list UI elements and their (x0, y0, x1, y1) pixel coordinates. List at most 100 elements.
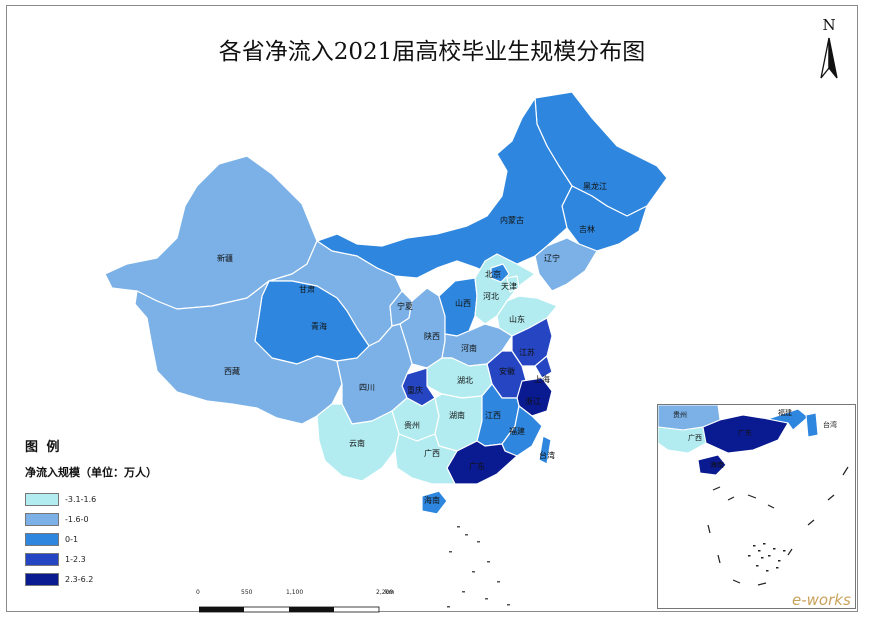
island-mark (462, 591, 465, 593)
scale-tick-labels: 0 550 1,100 2,200 km (196, 589, 399, 599)
island-mark (758, 550, 761, 552)
province-label: 江苏 (519, 347, 535, 357)
province-label: 湖南 (449, 410, 465, 420)
map-frame: 各省净流入2021届高校毕业生规模分布图 N 黑龙江 吉林 辽宁 内蒙古 新疆 甘肃 青海西… (6, 5, 858, 613)
province-label: 辽宁 (544, 253, 560, 263)
province-label: 四川 (359, 383, 375, 392)
province-label: 内蒙古 (500, 215, 524, 225)
south-sea-islands (447, 526, 510, 608)
island-mark (497, 581, 500, 583)
province-region (506, 275, 520, 293)
watermark-logo: e-works (792, 591, 851, 609)
boundary-dash (787, 548, 793, 556)
legend-item: -3.1-1.6 (25, 490, 225, 508)
legend-item: 0-1 (25, 530, 225, 548)
province-label: 甘肃 (299, 284, 315, 294)
inset-label: 广东 (738, 428, 752, 437)
legend-swatch (25, 492, 59, 506)
province-label: 吉林 (579, 224, 595, 234)
boundary-dash (842, 466, 849, 476)
province-label: 山东 (509, 314, 525, 324)
legend-label: 0-1 (65, 534, 79, 544)
island-mark (447, 606, 450, 608)
province-label: 上海 (534, 374, 550, 384)
legend-title: 图 例 (25, 440, 62, 455)
legend-label: -3.1-1.6 (65, 494, 97, 504)
island-mark (776, 567, 779, 569)
inset-region (766, 408, 809, 431)
scale-tick-label: 550 (241, 589, 253, 596)
island-mark (753, 545, 756, 547)
province-region (490, 263, 510, 283)
province-region (421, 490, 448, 515)
island-mark (763, 543, 766, 545)
province-label: 台湾 (539, 450, 555, 460)
legend-swatch (25, 552, 59, 566)
province-label: 安徽 (499, 366, 515, 376)
inset-region (805, 412, 819, 438)
province-label: 北京 (485, 269, 501, 279)
province-label: 重庆 (407, 385, 423, 395)
province-label: 黑龙江 (583, 181, 607, 191)
legend-subtitle: 净流入规模（单位：万人） (25, 466, 157, 479)
legend-swatch (25, 512, 59, 526)
island-mark (783, 550, 786, 552)
map-title: 各省净流入2021届高校毕业生规模分布图 (218, 39, 646, 65)
island-mark (472, 571, 475, 573)
province-label: 河南 (461, 343, 477, 353)
province-region (534, 237, 598, 292)
boundary-dash (727, 496, 735, 501)
island-mark (766, 570, 769, 572)
legend: 图 例 净流入规模（单位：万人） -3.1-1.6 -1.6-0 0-1 1-2.3 2… (25, 436, 225, 588)
island-mark (487, 561, 490, 563)
island-mark (465, 534, 468, 536)
legend-label: 1-2.3 (65, 554, 86, 564)
legend-label: 2.3-6.2 (65, 574, 94, 584)
north-arrow: N (815, 16, 843, 86)
legend-swatch (25, 532, 59, 546)
province-label: 广西 (424, 448, 440, 458)
island-mark (485, 598, 488, 600)
island-mark (449, 551, 452, 553)
province-region (316, 97, 573, 279)
boundary-dash (827, 494, 835, 501)
boundary-dash (717, 554, 721, 564)
legend-item: 2.3-6.2 (25, 570, 225, 588)
island-mark (778, 560, 781, 562)
island-mark (768, 555, 771, 557)
island-mark (748, 555, 751, 557)
boundary-dash (707, 524, 711, 534)
province-label: 山西 (455, 298, 471, 308)
province-label: 青海 (311, 321, 327, 331)
north-arrow-icon (820, 37, 838, 79)
inset-region (697, 454, 727, 476)
inset-label: 广西 (688, 433, 702, 442)
boundary-dash (712, 486, 721, 491)
province-label: 宁夏 (397, 301, 413, 311)
island-mark (457, 526, 460, 528)
boundary-dash (732, 579, 741, 584)
province-region (394, 433, 458, 485)
north-label: N (822, 16, 836, 34)
province-label: 河北 (483, 291, 499, 301)
legend-swatch (25, 572, 59, 586)
province-label: 新疆 (217, 253, 233, 263)
inset-label: 贵州 (673, 410, 687, 419)
legend-item: -1.6-0 (25, 510, 225, 528)
province-label: 贵州 (404, 420, 420, 430)
province-label: 浙江 (525, 396, 541, 406)
island-mark (761, 557, 764, 559)
inset-label: 福建 (778, 408, 792, 417)
province-label: 广东 (469, 461, 485, 471)
inset-region (702, 414, 789, 454)
province-label: 福建 (509, 426, 525, 436)
province-label: 陕西 (424, 331, 440, 341)
island-mark (477, 541, 480, 543)
province-label: 湖北 (457, 376, 473, 385)
scale-tick-label: 1,100 (286, 589, 304, 596)
province-label: 海南 (424, 495, 440, 505)
province-label: 天津 (501, 281, 517, 291)
